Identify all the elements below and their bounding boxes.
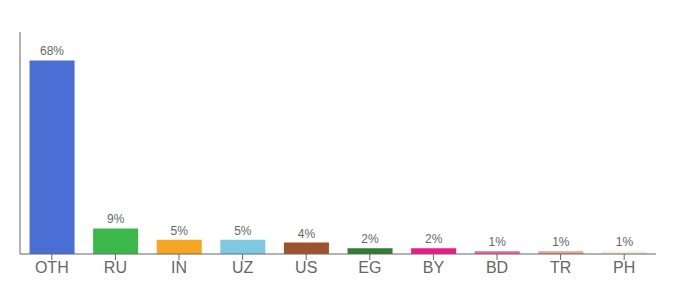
- svg-text:EG: EG: [358, 259, 381, 276]
- svg-text:RU: RU: [104, 259, 127, 276]
- svg-text:IN: IN: [171, 259, 187, 276]
- svg-text:68%: 68%: [40, 44, 64, 58]
- svg-text:UZ: UZ: [232, 259, 254, 276]
- svg-text:2%: 2%: [425, 232, 443, 246]
- svg-text:5%: 5%: [171, 224, 189, 238]
- svg-text:BY: BY: [423, 259, 445, 276]
- svg-text:BD: BD: [486, 259, 508, 276]
- svg-text:2%: 2%: [361, 232, 379, 246]
- svg-text:TR: TR: [550, 259, 571, 276]
- svg-text:5%: 5%: [234, 224, 252, 238]
- svg-text:OTH: OTH: [35, 259, 69, 276]
- svg-text:9%: 9%: [107, 212, 125, 226]
- svg-text:1%: 1%: [616, 235, 634, 249]
- svg-text:PH: PH: [613, 259, 635, 276]
- svg-text:1%: 1%: [552, 235, 570, 249]
- svg-text:4%: 4%: [298, 227, 316, 241]
- svg-text:US: US: [295, 259, 317, 276]
- svg-text:1%: 1%: [489, 235, 507, 249]
